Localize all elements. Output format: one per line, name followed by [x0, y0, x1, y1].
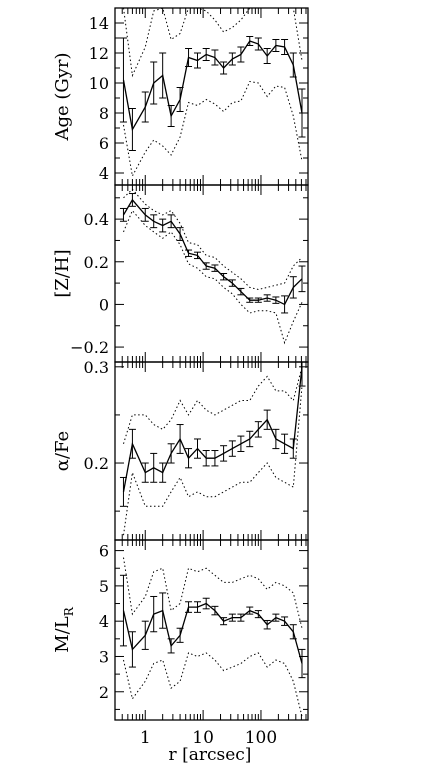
- envelope-upper-line: [123, 557, 303, 629]
- y-tick-label: 10: [89, 74, 109, 93]
- envelope-lower-line: [123, 209, 303, 345]
- panel-frame: [114, 184, 309, 363]
- y-tick-label: 0: [99, 295, 109, 314]
- profile-line: [122, 198, 303, 306]
- y-tick-label: 2: [99, 683, 109, 702]
- y-axis-label: Age (Gyr): [52, 52, 73, 141]
- panel-frame: [114, 539, 309, 721]
- y-tick-label: 12: [89, 44, 109, 63]
- y-axis-label-text: M/L: [52, 616, 73, 652]
- profile-line: [122, 602, 303, 664]
- y-tick-label: 8: [99, 104, 109, 123]
- y-tick-label: 6: [99, 542, 109, 561]
- data-group: [119, 8, 306, 178]
- y-tick-label: 0.4: [84, 210, 109, 229]
- y-axis-label-subscript: R: [62, 606, 76, 616]
- x-tick-label: 10: [192, 728, 214, 748]
- y-tick-label: 0.3: [84, 358, 109, 377]
- profile-line: [122, 40, 303, 132]
- y-axis-label: M/LR: [52, 606, 76, 652]
- panel-1: 4 6 8 10 12 14 Age (Gyr): [52, 7, 309, 186]
- envelope-upper-line: [123, 188, 303, 291]
- data-group: [119, 362, 306, 536]
- envelope-lower-line: [123, 652, 303, 717]
- data-group: [119, 557, 306, 717]
- x-axis-label: r [arcsec]: [169, 745, 252, 765]
- panel-frame: [114, 7, 309, 186]
- y-axis-label-text: α/Fe: [52, 431, 73, 471]
- y-tick-label: 3: [99, 647, 109, 666]
- y-tick-label: 4: [99, 612, 109, 631]
- panel-3: 0.2 0.3 α/Fe: [52, 358, 309, 541]
- y-tick-label: 4: [99, 164, 109, 183]
- y-tick-label: −0.2: [70, 338, 109, 357]
- x-tick-label: 100: [245, 728, 277, 748]
- y-axis-label: α/Fe: [52, 431, 73, 471]
- envelope-lower-line: [123, 386, 303, 536]
- y-tick-label: 5: [99, 577, 109, 596]
- y-tick-label: 0.2: [84, 253, 109, 272]
- y-tick-label: 6: [99, 134, 109, 153]
- y-axis-label-text: [Z/H]: [52, 249, 73, 297]
- envelope-lower-line: [123, 80, 303, 178]
- x-tick-label: 1: [140, 728, 151, 748]
- data-group: [119, 188, 306, 345]
- panel-4: 2 3 4 5 6 M/LR: [52, 539, 309, 721]
- envelope-upper-line: [123, 366, 303, 444]
- panels-group: 4 6 8 10 12 14 Age (Gyr) −0.2 0 0.2 0.4 [Z/H] 0.2 0.3…: [52, 7, 309, 721]
- y-axis-label: [Z/H]: [52, 249, 73, 297]
- y-axis-label-text: Age (Gyr): [52, 52, 73, 141]
- y-tick-label: 14: [89, 14, 109, 33]
- panel-2: −0.2 0 0.2 0.4 [Z/H]: [52, 184, 309, 363]
- y-tick-label: 0.2: [84, 454, 109, 473]
- x-axis-group: 1 10 100: [140, 728, 277, 748]
